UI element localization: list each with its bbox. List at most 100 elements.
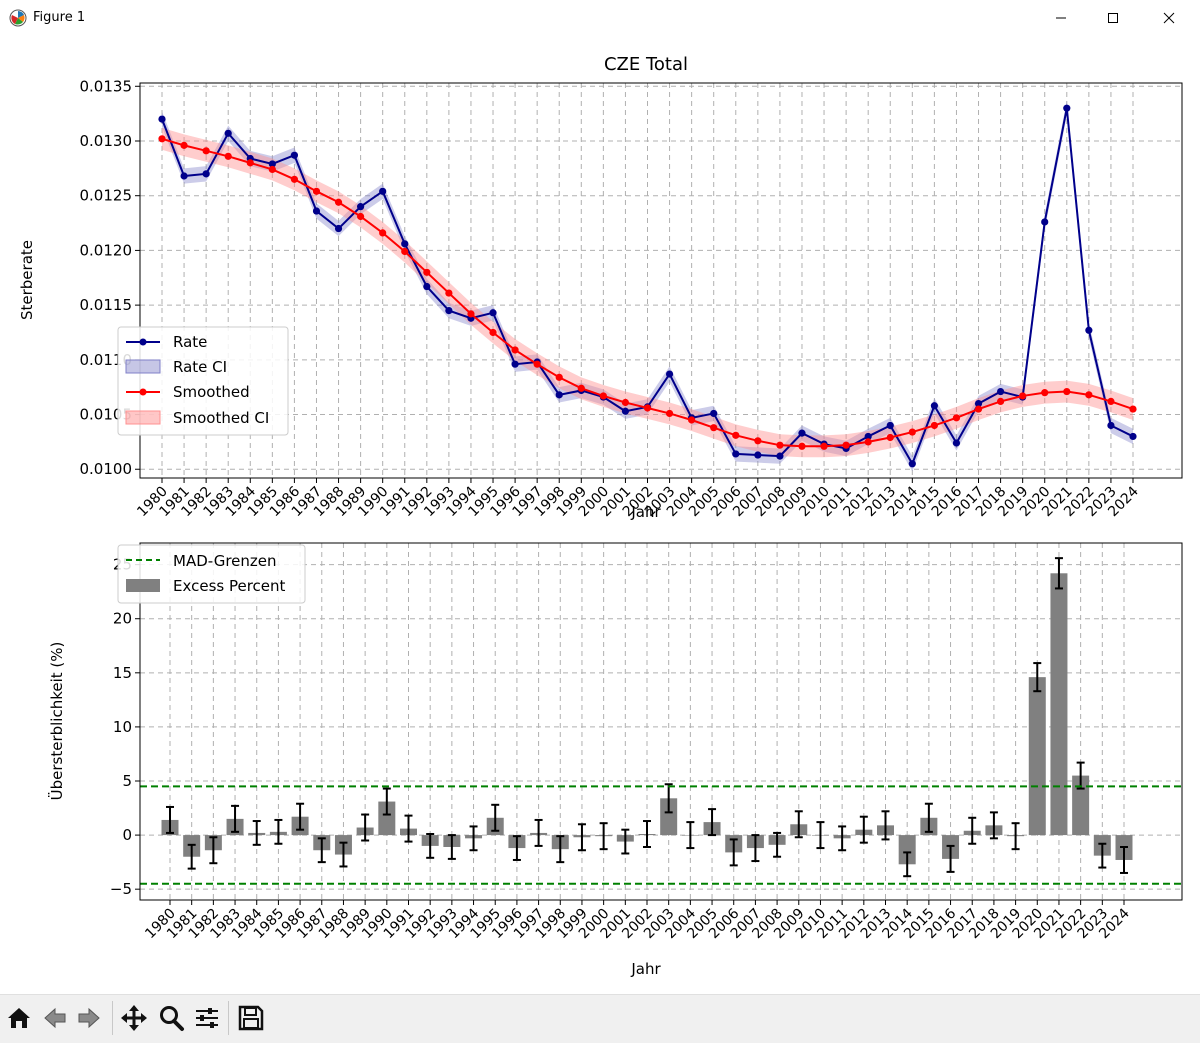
- smoothed-point: [202, 147, 210, 155]
- rate-point: [334, 224, 343, 233]
- smoothed-point: [643, 404, 652, 412]
- home-button[interactable]: [4, 1003, 34, 1033]
- forward-icon: [78, 1007, 100, 1029]
- zoom-icon: [160, 1006, 184, 1031]
- smoothed-point: [908, 428, 916, 436]
- rate-y-tick-label: 0.0125: [80, 187, 133, 205]
- back-button[interactable]: [40, 1003, 70, 1033]
- excess-y-axis-label: Übersterblichkeit (%): [47, 642, 66, 801]
- title-bar: Figure 1: [0, 0, 1200, 36]
- smoothed-point: [930, 421, 938, 430]
- smoothed-point: [467, 310, 475, 318]
- rate-point: [180, 172, 188, 180]
- window-title: Figure 1: [33, 10, 86, 25]
- legend-smoothed-label: Smoothed: [173, 383, 250, 401]
- rate-legend-frame: [117, 326, 289, 436]
- rate-x-ticks: 1980198119821983198419851986198719881989…: [134, 478, 1142, 520]
- smoothed-point: [511, 346, 519, 354]
- rate-legend: Rate Rate CI Smoothed Smoothed CI: [117, 326, 289, 436]
- rate-point: [665, 370, 674, 378]
- legend-smoothed-ci-swatch: [125, 410, 161, 425]
- smoothed-point: [820, 442, 828, 450]
- toolbar-separator: [112, 1001, 113, 1035]
- minimize-icon: [1056, 17, 1066, 19]
- maximize-button[interactable]: [1090, 0, 1136, 36]
- configure-subplots-button[interactable]: [192, 1003, 222, 1033]
- legend-excess-swatch: [126, 579, 160, 592]
- rate-axes: 0.01000.01050.01100.01150.01200.01250.01…: [18, 54, 1183, 521]
- legend-rate-ci-label: Rate CI: [173, 358, 227, 376]
- smoothed-point: [886, 433, 894, 442]
- smoothed-point: [401, 247, 409, 256]
- smoothed-point: [290, 175, 299, 183]
- rate-point: [555, 391, 563, 399]
- rate-y-ticks: 0.01000.01050.01100.01150.01200.01250.01…: [80, 77, 140, 478]
- save-button[interactable]: [236, 1003, 266, 1033]
- smoothed-point: [489, 328, 497, 337]
- smoothed-point: [665, 409, 674, 418]
- rate-y-axis-label: Sterberate: [18, 240, 36, 320]
- forward-button[interactable]: [74, 1003, 104, 1033]
- rate-point: [732, 450, 740, 458]
- smoothed-point: [158, 135, 166, 143]
- smoothed-point: [754, 437, 762, 445]
- excess-axes-frame: [139, 542, 1183, 901]
- smoothed-point: [555, 373, 563, 381]
- rate-point: [908, 460, 916, 468]
- pan-button[interactable]: [119, 1003, 149, 1033]
- zoom-button[interactable]: [156, 1003, 186, 1033]
- matplotlib-icon: [9, 9, 27, 27]
- rate-point: [1129, 432, 1137, 441]
- legend-rate-label: Rate: [173, 333, 207, 351]
- smoothed-point: [952, 414, 961, 422]
- rate-y-tick-label: 0.0115: [80, 296, 133, 314]
- smoothed-point: [1063, 387, 1071, 396]
- excess-x-axis-label: Jahr: [630, 960, 661, 978]
- smoothed-point: [423, 268, 431, 276]
- rate-marks: [158, 100, 1137, 472]
- excess-x-ticks: 1980198119821983198419851986198719881989…: [142, 900, 1133, 942]
- smoothed-point: [621, 398, 630, 407]
- excess-bar: [378, 801, 396, 836]
- rate-point: [357, 203, 365, 211]
- smoothed-point: [268, 165, 276, 174]
- rate-point: [952, 439, 961, 447]
- smoothed-point: [996, 397, 1005, 406]
- rate-point: [886, 421, 894, 430]
- close-button[interactable]: [1146, 0, 1192, 36]
- smoothed-point: [842, 441, 850, 449]
- excess-bar: [660, 798, 678, 836]
- configure-subplots-icon: [196, 1008, 218, 1028]
- excess-legend: MAD-Grenzen Excess Percent: [117, 544, 306, 604]
- rate-point: [1107, 421, 1115, 430]
- smoothed-point: [180, 141, 188, 149]
- excess-bar: [1072, 775, 1090, 836]
- rate-axes-frame: [139, 82, 1183, 479]
- rate-point: [268, 160, 276, 168]
- smoothed-point: [1041, 389, 1049, 397]
- rate-point: [996, 387, 1005, 396]
- rate-y-tick-label: 0.0120: [80, 241, 133, 259]
- legend-rate-marker: [139, 338, 147, 346]
- maximize-icon: [1108, 13, 1118, 23]
- rate-point: [312, 207, 321, 215]
- rate-point: [930, 402, 938, 410]
- rate-x-axis-label: Jahr: [630, 503, 661, 521]
- excess-bar: [1028, 677, 1046, 836]
- smoothed-point: [776, 441, 784, 449]
- rate-point: [710, 409, 718, 418]
- rate-point: [1041, 218, 1049, 226]
- minimize-button[interactable]: [1038, 0, 1084, 36]
- excess-y-tick-label: 20: [113, 610, 132, 628]
- rate-point: [776, 452, 784, 460]
- excess-y-tick-label: 10: [113, 718, 132, 736]
- legend-excess-label: Excess Percent: [173, 577, 286, 595]
- figure-svg: 0.01000.01050.01100.01150.01200.01250.01…: [18, 54, 1183, 978]
- rate-point: [158, 115, 166, 123]
- smoothed-point: [312, 187, 321, 195]
- excess-bar: [898, 835, 916, 865]
- smoothed-point: [1107, 397, 1115, 406]
- rate-point: [423, 282, 431, 291]
- smoothed-point: [533, 360, 541, 368]
